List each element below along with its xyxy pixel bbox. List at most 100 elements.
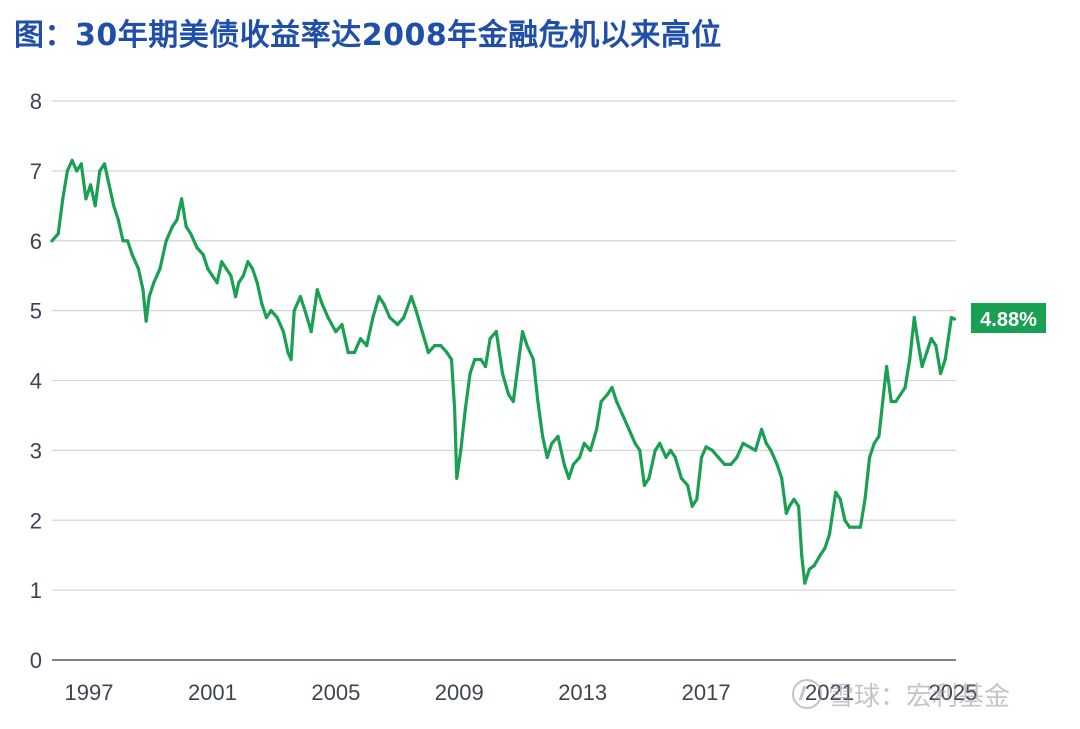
data-point: [130, 253, 134, 257]
data-point: [215, 281, 219, 285]
data-point: [50, 239, 54, 243]
data-point: [823, 546, 827, 550]
data-point: [800, 553, 804, 557]
data-point: [500, 371, 505, 376]
data-point: [136, 267, 140, 271]
data-point: [627, 427, 631, 431]
data-point: [531, 357, 535, 362]
data-point: [365, 344, 369, 348]
data-point: [388, 316, 392, 320]
data-point: [206, 267, 210, 271]
data-point: [647, 476, 651, 480]
data-point: [107, 183, 111, 187]
data-point: [520, 330, 525, 334]
data-point: [908, 357, 912, 362]
data-point: [180, 197, 184, 201]
data-point: [858, 525, 863, 529]
data-point: [210, 274, 214, 278]
data-point: [588, 448, 593, 452]
data-point: [775, 462, 779, 466]
data-point: [545, 455, 549, 459]
data-point: [792, 497, 796, 501]
y-tick-label: 7: [30, 159, 42, 184]
data-point: [511, 399, 515, 404]
data-point: [827, 532, 832, 536]
data-point: [61, 197, 65, 201]
data-point: [371, 316, 375, 320]
data-point: [507, 392, 511, 397]
data-point: [710, 448, 714, 452]
data-point: [894, 399, 898, 404]
data-point: [286, 350, 290, 355]
series-lines: [50, 158, 957, 585]
data-point: [56, 232, 60, 236]
data-point: [289, 357, 293, 362]
data-point: [915, 337, 920, 341]
data-point: [201, 253, 205, 257]
data-point: [260, 302, 264, 306]
data-point: [803, 581, 807, 585]
data-point: [723, 462, 727, 466]
data-point: [599, 399, 603, 404]
data-point: [695, 497, 699, 501]
x-tick-label: 2005: [311, 680, 360, 705]
data-point: [664, 455, 668, 459]
data-point: [834, 490, 838, 494]
data-point: [939, 371, 943, 376]
data-point: [658, 441, 662, 445]
data-point: [920, 364, 924, 369]
data-point: [98, 169, 102, 173]
data-point: [943, 357, 947, 362]
data-point: [298, 295, 302, 299]
data-point: [516, 364, 520, 369]
data-point: [75, 169, 79, 173]
data-point: [769, 448, 773, 452]
data-point: [414, 309, 418, 313]
data-point: [309, 330, 313, 334]
data-point: [445, 350, 449, 355]
data-point: [525, 344, 529, 348]
watermark-text: 雪球：宏利基金: [828, 682, 1011, 712]
data-point: [237, 281, 241, 285]
data-point: [102, 162, 107, 166]
data-point: [439, 344, 443, 348]
data-point: [463, 406, 467, 410]
data-point: [946, 337, 950, 341]
data-point: [686, 483, 690, 487]
data-point: [158, 267, 162, 271]
data-point: [690, 504, 694, 508]
x-tick-label: 2017: [682, 680, 731, 705]
snowball-logo-icon: [792, 679, 822, 709]
data-point: [889, 399, 893, 404]
data-point: [334, 330, 338, 334]
y-tick-label: 5: [30, 299, 42, 324]
y-tick-label: 1: [30, 578, 42, 603]
data-point: [189, 232, 193, 236]
last-value-badge: [971, 303, 1046, 334]
gridlines: [52, 100, 956, 591]
data-point: [402, 316, 406, 320]
data-point: [224, 267, 228, 271]
y-tick-label: 6: [30, 229, 42, 254]
data-point: [633, 441, 637, 445]
data-point: [653, 448, 657, 452]
data-point: [292, 309, 296, 313]
x-tick-label: 2001: [188, 680, 237, 705]
data-point: [787, 504, 792, 508]
data-point: [70, 158, 74, 162]
data-point: [433, 344, 437, 348]
data-point: [175, 218, 179, 222]
data-point: [716, 455, 721, 459]
data-point: [396, 323, 400, 327]
data-point: [184, 225, 188, 229]
data-point: [229, 274, 233, 278]
data-point: [610, 385, 614, 390]
data-point: [578, 455, 582, 459]
data-point: [807, 567, 812, 571]
data-point: [747, 445, 751, 449]
data-point: [449, 357, 454, 362]
data-point: [638, 448, 642, 452]
data-point: [615, 399, 619, 404]
data-point: [358, 337, 363, 341]
data-point: [881, 392, 886, 397]
